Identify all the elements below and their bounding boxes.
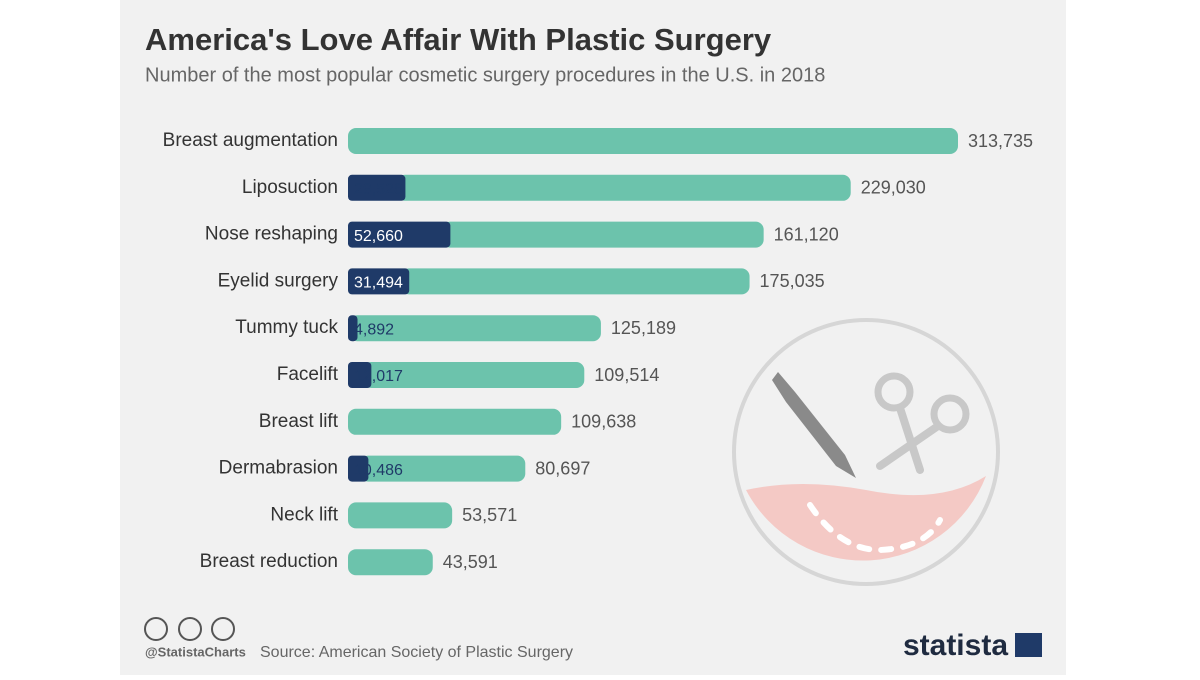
category-label: Breast lift — [259, 411, 339, 432]
bar — [348, 502, 453, 529]
value-label: 80,697 — [535, 458, 590, 478]
footer — [144, 617, 1042, 657]
category-label: Tummy tuck — [235, 317, 338, 338]
bar — [397, 174, 851, 201]
bar — [348, 315, 358, 342]
bar — [348, 128, 958, 154]
value-label: 31,494 — [354, 275, 403, 292]
value-label: 313,735 — [968, 131, 1033, 151]
chart-subtitle: Number of the most popular cosmetic surg… — [145, 64, 825, 86]
bar — [348, 549, 433, 576]
bar — [401, 268, 750, 295]
brand-logo: statista — [903, 629, 1008, 662]
illustration — [732, 318, 1000, 586]
category-label: Eyelid surgery — [218, 270, 339, 291]
value-label: 109,514 — [594, 365, 659, 385]
bar — [348, 362, 372, 388]
chart-title: America's Love Affair With Plastic Surge… — [145, 22, 772, 57]
category-label: Dermabrasion — [219, 458, 338, 479]
value-label: 29,528 — [354, 181, 403, 198]
source: Source: American Society of Plastic Surg… — [260, 644, 573, 661]
value-label: 43,591 — [443, 552, 498, 572]
value-label: 125,189 — [611, 318, 676, 338]
value-label: 109,638 — [571, 412, 636, 432]
category-label: Nose reshaping — [205, 224, 338, 245]
category-label: Neck lift — [270, 504, 338, 525]
category-label: Liposuction — [242, 177, 338, 198]
bar — [348, 268, 410, 295]
handle: @StatistaCharts — [145, 644, 246, 659]
value-label: 52,660 — [354, 228, 403, 245]
bar — [349, 315, 601, 342]
bar — [348, 221, 451, 248]
value-label: 12,017 — [354, 368, 403, 385]
value-label: 4,892 — [354, 321, 394, 338]
value-label: 229,030 — [861, 178, 926, 198]
bar — [348, 455, 369, 482]
category-label: Facelift — [277, 364, 339, 385]
value-label: 175,035 — [760, 271, 825, 291]
value-label: 161,120 — [774, 224, 839, 244]
bar — [348, 408, 562, 435]
bar — [360, 455, 526, 482]
bar — [348, 174, 406, 201]
category-label: Breast augmentation — [163, 130, 338, 151]
value-label: 53,571 — [462, 505, 517, 525]
bar — [442, 221, 764, 248]
value-label: 10,486 — [354, 462, 403, 479]
bar — [363, 362, 585, 388]
category-label: Breast reduction — [200, 551, 338, 572]
